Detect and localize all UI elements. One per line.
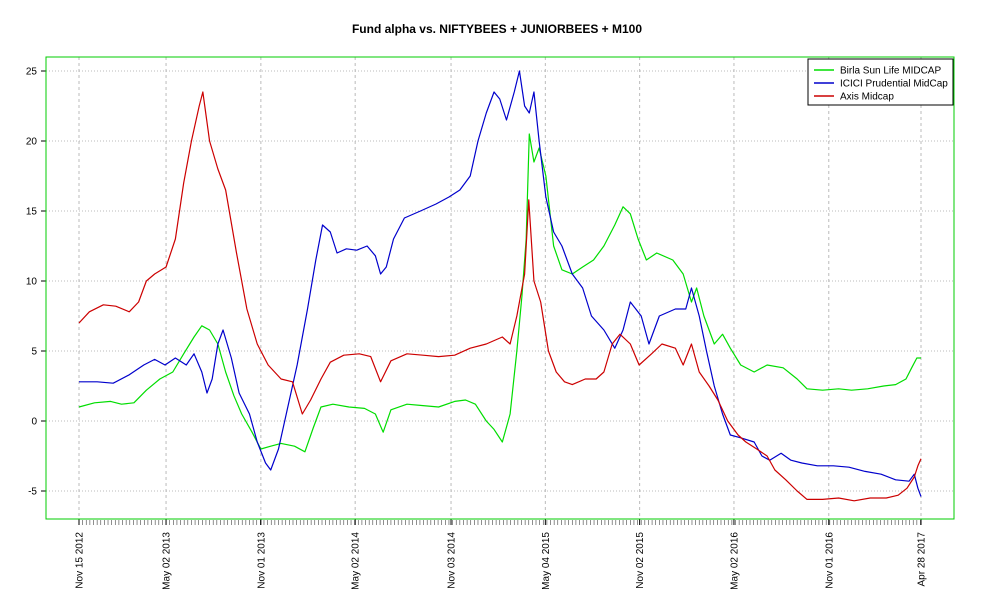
y-axis: -5 0 5 10 15 20 25 bbox=[26, 67, 46, 498]
y-tick-label: 10 bbox=[26, 277, 38, 288]
x-tick-label: Nov 03 2014 bbox=[447, 532, 458, 589]
x-minor-ticks bbox=[78, 520, 921, 525]
y-tick-label: 20 bbox=[26, 137, 38, 148]
y-tick-label: 25 bbox=[26, 67, 38, 78]
legend-box bbox=[807, 58, 954, 106]
chart-title: Fund alpha vs. NIFTYBEES + JUNIORBEES + … bbox=[352, 22, 642, 36]
x-axis: Nov 15 2012 May 02 2013 Nov 01 2013 May 02 … bbox=[75, 519, 928, 590]
x-tick-label: May 04 2015 bbox=[541, 532, 552, 590]
x-tick-label: Apr 28 2017 bbox=[917, 532, 928, 587]
x-tick-label: Nov 15 2012 bbox=[75, 532, 86, 589]
x-minor-tick-band bbox=[78, 520, 921, 525]
y-tick-label: 0 bbox=[31, 417, 37, 428]
legend: Birla Sun Life MIDCAP ICICI Prudential Mi… bbox=[807, 58, 954, 106]
series-line-1 bbox=[78, 133, 921, 453]
x-tick-label: May 02 2013 bbox=[162, 532, 173, 590]
plot-frame bbox=[45, 56, 955, 520]
x-tick-label: Nov 01 2013 bbox=[256, 532, 267, 589]
y-tick-label: 5 bbox=[31, 347, 37, 358]
y-tick-label: 15 bbox=[26, 207, 38, 218]
series-lines bbox=[78, 70, 922, 502]
grid bbox=[46, 57, 954, 519]
x-tick-label: Nov 01 2016 bbox=[824, 532, 835, 589]
series-line-3 bbox=[78, 91, 922, 502]
series-line-2 bbox=[79, 70, 922, 497]
x-tick-label: May 02 2016 bbox=[729, 532, 740, 590]
x-tick-label: Nov 02 2015 bbox=[635, 532, 646, 589]
y-tick-label: -5 bbox=[28, 487, 37, 498]
legend-label: ICICI Prudential MidCap bbox=[840, 79, 948, 90]
x-tick-label: May 02 2014 bbox=[351, 532, 362, 590]
legend-label: Birla Sun Life MIDCAP bbox=[840, 66, 941, 77]
legend-label: Axis Midcap bbox=[840, 92, 894, 103]
